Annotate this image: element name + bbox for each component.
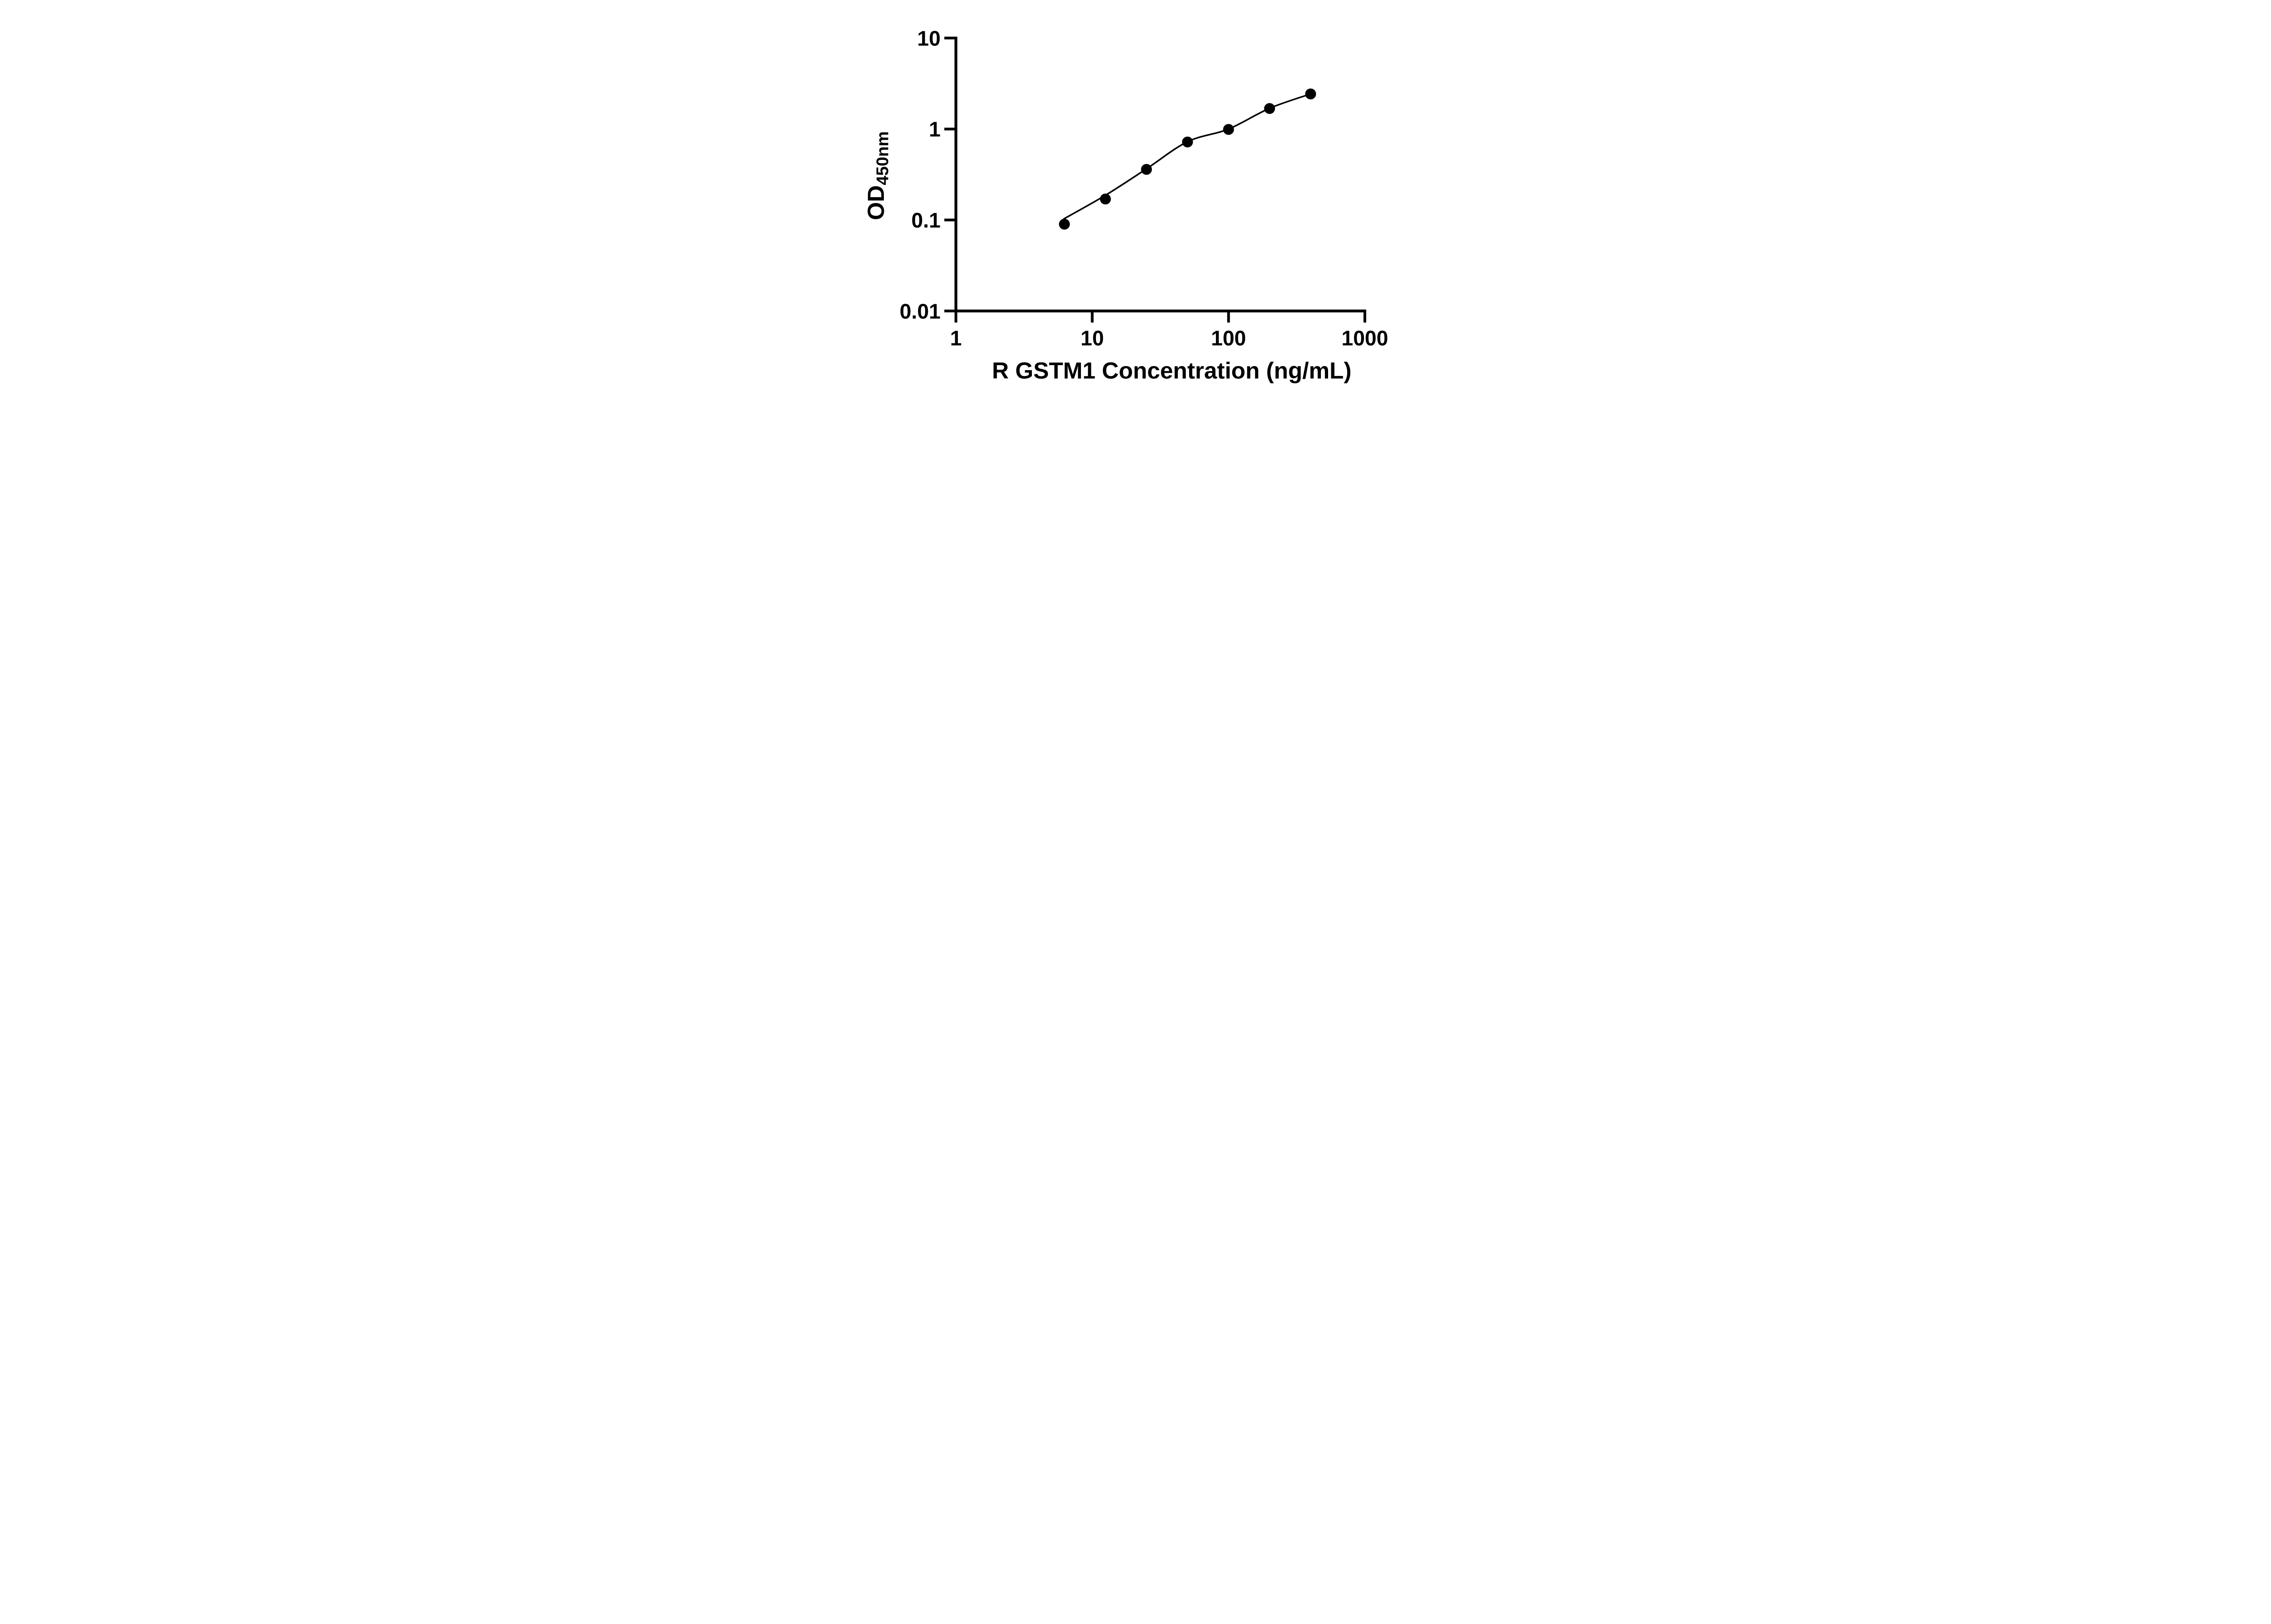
x-axis-title: R GSTM1 Concentration (ng/mL) xyxy=(992,357,1352,383)
y-tick-label: 10 xyxy=(917,26,940,50)
x-tick-label: 1000 xyxy=(1341,326,1388,350)
y-axis-title-subscript: 450nm xyxy=(873,131,892,185)
y-tick-label: 0.1 xyxy=(912,208,941,232)
x-tick-label: 10 xyxy=(1081,326,1104,350)
y-axis-title: OD450nm xyxy=(863,131,892,220)
data-point xyxy=(1223,124,1234,135)
figure-background xyxy=(843,0,1428,406)
x-tick-label: 1 xyxy=(950,326,962,350)
y-axis-ticks: 10 1 0.1 0.01 xyxy=(900,26,956,323)
data-point xyxy=(1059,218,1070,230)
standard-curve-plot: 10 1 0.1 0.01 1 10 100 1000 R GSTM1 Concentrat… xyxy=(843,0,1428,406)
y-tick-label: 1 xyxy=(929,118,941,141)
data-point xyxy=(1264,103,1275,114)
data-point xyxy=(1100,193,1111,205)
y-tick-label: 0.01 xyxy=(900,299,941,323)
data-points-group xyxy=(1059,88,1316,230)
y-axis-title-main: OD xyxy=(863,185,889,220)
elisa-standard-curve-figure: 10 1 0.1 0.01 1 10 100 1000 R GSTM1 Concentrat… xyxy=(843,0,1428,406)
data-point xyxy=(1305,88,1316,99)
data-point xyxy=(1141,163,1152,175)
x-axis-ticks: 1 10 100 1000 xyxy=(950,311,1388,350)
x-tick-label: 100 xyxy=(1211,326,1246,350)
data-point xyxy=(1182,136,1193,148)
